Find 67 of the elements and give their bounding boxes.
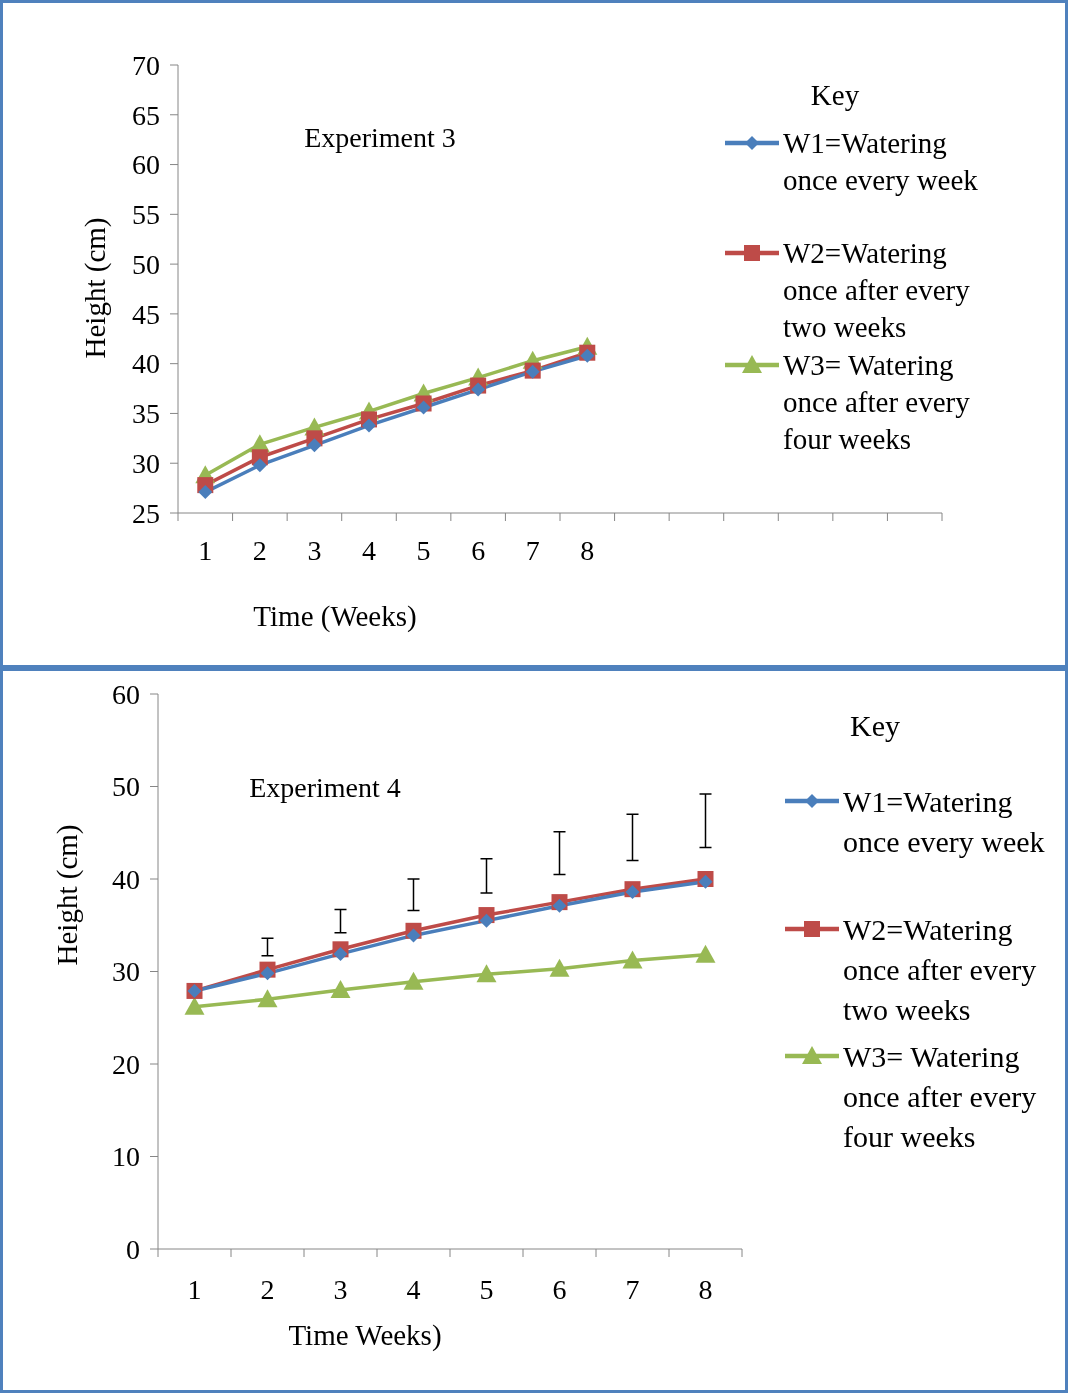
point xyxy=(330,980,351,998)
point xyxy=(471,382,486,397)
x-tick-label: 8 xyxy=(580,534,595,566)
x-tick-label: 4 xyxy=(362,534,376,566)
legend-label: W1=Watering once every week xyxy=(783,127,979,197)
y-tick-label: 40 xyxy=(112,863,140,895)
y-tick-label: 25 xyxy=(132,497,160,529)
point xyxy=(257,989,278,1008)
y-tick-label: 50 xyxy=(132,248,160,280)
x-tick-label: 4 xyxy=(406,1273,421,1305)
x-tick-label: 1 xyxy=(187,1273,202,1305)
x-tick-label: 6 xyxy=(471,534,486,566)
x-tick-label: 7 xyxy=(525,534,540,566)
text: Experiment 4 xyxy=(249,771,401,803)
legend-label: W2=Watering once after every two weeks xyxy=(843,912,1037,1026)
point xyxy=(622,950,643,969)
text: Experiment 3 xyxy=(304,121,456,153)
point xyxy=(695,944,716,963)
x-axis-title: Time Weeks) xyxy=(288,1319,442,1353)
point xyxy=(260,966,275,981)
y-tick-label: 20 xyxy=(112,1048,140,1080)
legend-label: W2=Watering once after every two weeks xyxy=(783,237,971,344)
point xyxy=(307,438,322,453)
point xyxy=(552,898,567,913)
x-tick-label: 5 xyxy=(479,1273,494,1305)
x-tick-label: 3 xyxy=(307,534,322,566)
x-tick-label: 5 xyxy=(416,534,431,566)
y-tick-label: 30 xyxy=(112,956,140,988)
legend-label: W3= Watering once after every four weeks xyxy=(843,1039,1037,1153)
legend-label: W1=Watering once every week xyxy=(843,784,1045,858)
x-tick-label: 1 xyxy=(198,534,213,566)
legend-title: Key xyxy=(850,708,900,742)
point xyxy=(252,458,267,473)
y-tick-label: 40 xyxy=(132,348,160,380)
x-tick-label: 3 xyxy=(333,1273,348,1305)
y-tick-label: 30 xyxy=(132,448,160,480)
y-tick-label: 0 xyxy=(126,1233,140,1265)
y-axis-title: Height (cm) xyxy=(79,217,113,359)
y-tick-label: 70 xyxy=(132,49,160,81)
y-tick-label: 60 xyxy=(132,149,160,181)
point xyxy=(406,928,421,943)
point xyxy=(479,913,494,928)
legend-label: W3= Watering once after every four weeks xyxy=(783,349,971,456)
x-tick-label: 6 xyxy=(552,1273,567,1305)
y-tick-label: 35 xyxy=(132,398,160,430)
point xyxy=(476,964,497,983)
y-tick-label: 65 xyxy=(132,99,160,131)
y-tick-label: 50 xyxy=(112,771,140,803)
legend-title: Key xyxy=(810,79,860,112)
point xyxy=(198,485,213,500)
point xyxy=(549,958,570,977)
x-axis-title: Time (Weeks) xyxy=(253,600,417,634)
point xyxy=(333,946,348,961)
x-tick-label: 7 xyxy=(625,1273,640,1305)
y-tick-label: 45 xyxy=(132,298,160,330)
x-tick-label: 2 xyxy=(252,534,267,566)
x-tick-label: 2 xyxy=(260,1273,275,1305)
point xyxy=(184,996,205,1015)
y-tick-label: 60 xyxy=(112,678,140,710)
point xyxy=(362,418,376,433)
y-axis-title: Height (cm) xyxy=(51,824,85,966)
point xyxy=(403,971,424,990)
point xyxy=(416,400,431,415)
point xyxy=(580,348,595,363)
x-tick-label: 8 xyxy=(698,1273,713,1305)
y-tick-label: 55 xyxy=(132,199,160,231)
y-tick-label: 10 xyxy=(112,1141,140,1173)
